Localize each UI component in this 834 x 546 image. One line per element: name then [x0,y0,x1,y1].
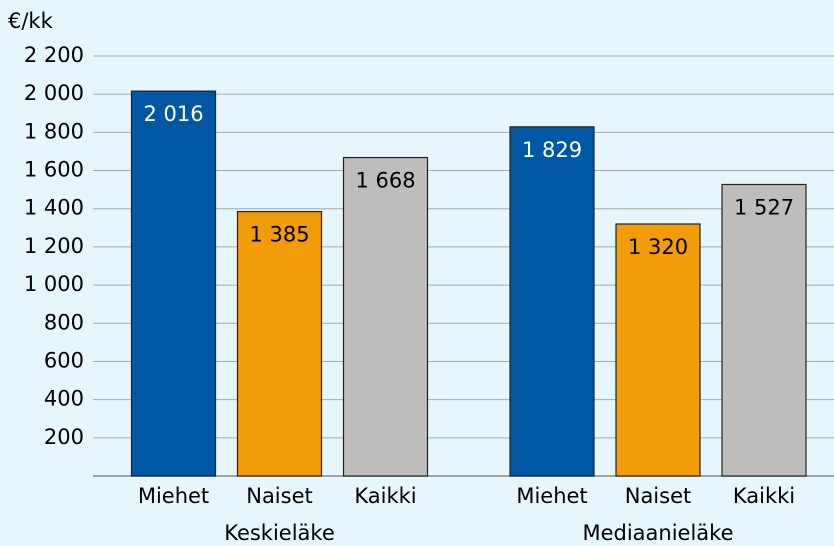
bar [721,183,807,477]
bar [130,90,217,477]
x-tick-label: Kaikki [733,484,795,508]
y-tick-label: 1 800 [24,119,84,143]
value-label: 1 668 [355,169,415,193]
y-tick-label: 600 [44,348,84,372]
category-label: Mediaanieläke [582,521,733,545]
y-tick-label: 1 200 [24,234,84,258]
y-tick-label: 200 [44,425,84,449]
bar [615,223,701,477]
category-label: Keskieläke [224,521,335,545]
y-tick-label: 1 000 [24,272,84,296]
y-tick-label: 800 [44,310,84,334]
y-tick-label: 2 200 [24,43,84,67]
value-label: 1 385 [249,223,309,247]
x-tick-label: Kaikki [354,484,416,508]
y-tick-label: 2 000 [24,81,84,105]
x-tick-label: Miehet [516,484,587,508]
y-tick-label: 1 400 [24,196,84,220]
value-label: 1 320 [628,235,688,259]
y-tick-label: 1 600 [24,158,84,182]
x-tick-label: Naiset [246,484,313,508]
value-label: 1 829 [522,138,582,162]
value-label: 1 527 [734,195,794,219]
x-tick-label: Miehet [138,484,209,508]
x-tick-label: Naiset [625,484,692,508]
bar [236,210,323,477]
bar [342,156,429,477]
bar [509,126,595,477]
value-label: 2 016 [143,102,203,126]
y-axis-label: €/kk [8,9,54,33]
y-tick-label: 400 [44,387,84,411]
